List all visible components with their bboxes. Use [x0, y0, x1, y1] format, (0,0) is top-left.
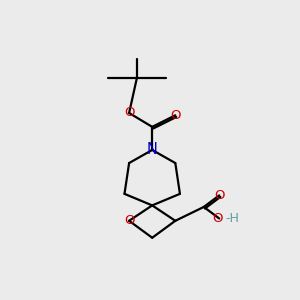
- Text: O: O: [214, 189, 224, 202]
- Text: O: O: [212, 212, 223, 225]
- Text: N: N: [147, 142, 158, 158]
- Text: O: O: [124, 214, 134, 227]
- Text: -H: -H: [225, 212, 239, 225]
- Text: O: O: [124, 106, 134, 119]
- Text: O: O: [170, 109, 181, 122]
